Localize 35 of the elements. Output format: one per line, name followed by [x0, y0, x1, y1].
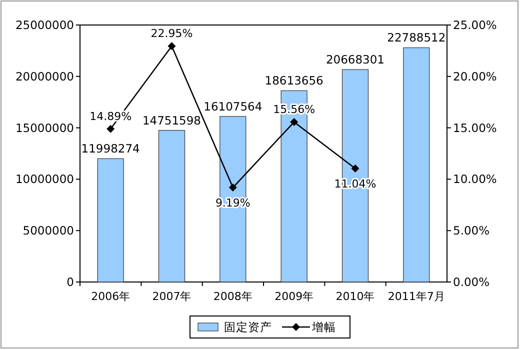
- data-label: 18613656: [264, 74, 324, 88]
- y2-tick-label: 20.00%: [453, 69, 497, 84]
- y2-tick-label: 0.00%: [453, 275, 490, 289]
- legend-label: 增幅: [311, 320, 336, 334]
- x-tick-label: 2009年: [274, 290, 314, 303]
- data-label: 11998274: [81, 142, 140, 156]
- bar: [97, 158, 124, 282]
- x-tick-label: 2010年: [336, 290, 375, 303]
- y2-tick-label: 5.00%: [453, 224, 490, 238]
- point: [351, 164, 360, 173]
- x-tick-label: 2006年: [91, 290, 130, 303]
- point: [228, 184, 237, 192]
- data-label: 14751598: [142, 113, 202, 128]
- point: [290, 118, 298, 126]
- bar: [403, 47, 430, 282]
- data-label: 20668301: [326, 52, 385, 67]
- data-label: 22788512: [387, 30, 446, 45]
- y-tick-label: 25000000: [15, 18, 74, 32]
- y-tick-label: 15000000: [15, 120, 74, 135]
- x-tick-label: 2008年: [213, 290, 252, 303]
- y2-tick-label: 15.00%: [453, 120, 497, 135]
- bar: [158, 130, 186, 282]
- point: [168, 42, 176, 50]
- y-tick-label: 20000000: [15, 69, 74, 84]
- x-tick-label: 2007年: [152, 290, 192, 303]
- x-tick-label: 2011年7月: [388, 290, 445, 303]
- y-tick-label: 10000000: [15, 172, 74, 186]
- data-label: 22.95%: [150, 27, 193, 40]
- y-tick-label: 5000000: [22, 224, 74, 238]
- y2-tick-label: 25.00%: [453, 18, 497, 32]
- y-tick-label: 0: [66, 275, 74, 289]
- y2-tick-label: 10.00%: [453, 172, 497, 186]
- data-label: 16107564: [204, 99, 262, 114]
- legend-label: 固定资产: [224, 320, 272, 334]
- point: [106, 124, 115, 133]
